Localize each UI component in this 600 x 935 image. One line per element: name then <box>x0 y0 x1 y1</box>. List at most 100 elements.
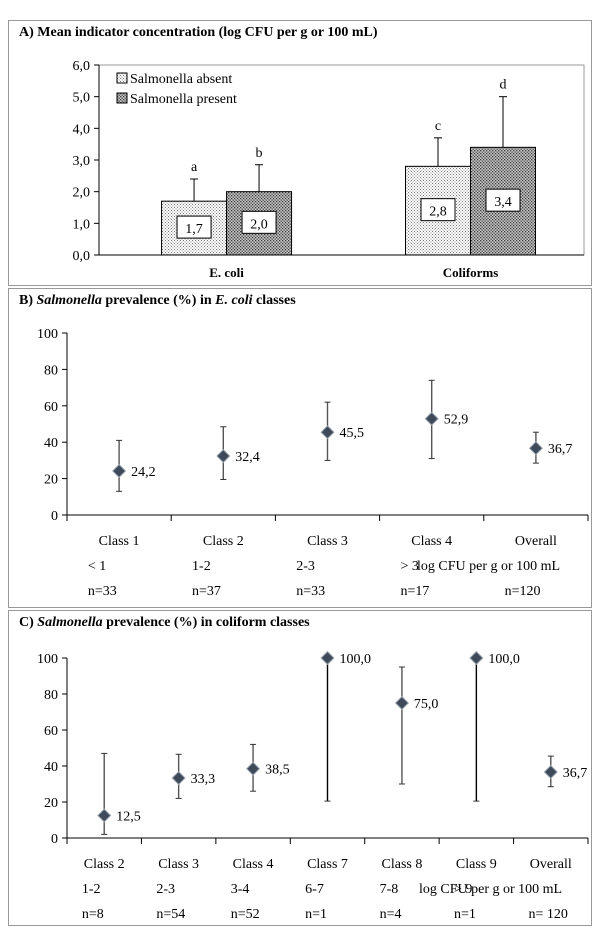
unit-label: log CFU per g or 100 mL <box>417 559 560 574</box>
significance-letter: c <box>435 119 441 134</box>
x-n-label: n=33 <box>296 584 325 599</box>
x-class-label: Overall <box>530 857 572 872</box>
data-value-label: 12,5 <box>116 810 141 825</box>
legend-swatch <box>116 72 128 84</box>
data-point-marker <box>97 808 112 823</box>
data-point-marker <box>112 463 127 479</box>
x-range-label: 7-8 <box>380 882 399 897</box>
x-n-label: n=37 <box>192 584 221 599</box>
y-tick-label: 80 <box>44 363 58 378</box>
y-tick-label: 0,0 <box>73 249 91 264</box>
x-range-label: 6-7 <box>305 882 324 897</box>
y-tick-label: 100 <box>37 327 58 342</box>
data-value-label: 36,7 <box>563 766 588 781</box>
chart-b-svg: 0 20 40 60 80 100 24,2 Class 1 < 1 n=33 32,4 Class … <box>37 327 589 599</box>
significance-letter: a <box>191 160 198 175</box>
x-n-label: n= 120 <box>528 907 567 922</box>
panel-coliform-prevalence: C) Salmonella prevalence (%) in coliform… <box>8 610 592 926</box>
panel-c-title: C) Salmonella prevalence (%) in coliform… <box>19 615 310 630</box>
legend-label: Salmonella absent <box>130 72 232 87</box>
y-tick-label: 0 <box>51 832 58 847</box>
y-tick-label: 0 <box>51 509 58 524</box>
x-n-label: n=120 <box>505 584 541 599</box>
data-value-label: 52,9 <box>444 413 469 428</box>
x-n-label: n=4 <box>380 907 402 922</box>
x-class-label: Class 3 <box>307 534 348 549</box>
bar-value-label: 3,4 <box>494 195 512 210</box>
bar-value-box <box>176 215 212 239</box>
x-class-label: Class 7 <box>307 857 348 872</box>
bar-value-label: 2,8 <box>429 205 447 220</box>
x-range-label: 3-4 <box>231 882 250 897</box>
y-tick-label: 3,0 <box>73 154 91 169</box>
x-range-label: 2-3 <box>156 882 175 897</box>
x-range-label: 1-2 <box>82 882 101 897</box>
x-class-label: Class 9 <box>456 857 497 872</box>
data-point-marker <box>216 448 231 464</box>
x-class-label: Class 1 <box>99 534 140 549</box>
data-point-marker <box>394 695 409 711</box>
y-tick-label: 4,0 <box>73 122 91 137</box>
bar-value-box <box>485 188 521 212</box>
bar-value-box <box>241 210 277 234</box>
x-class-label: Class 4 <box>411 534 452 549</box>
panel-a-title: A) Mean indicator concentration (log CFU… <box>19 25 378 40</box>
unit-label: log CFU per g or 100 mL <box>419 882 562 897</box>
data-value-label: 45,5 <box>340 426 365 441</box>
x-class-label: Class 3 <box>158 857 199 872</box>
y-tick-label: 1,0 <box>73 217 91 232</box>
x-n-label: n=8 <box>82 907 104 922</box>
y-tick-label: 80 <box>44 688 58 703</box>
data-point-marker <box>246 761 261 776</box>
data-point-marker <box>320 650 335 666</box>
bar-value-box <box>420 198 456 222</box>
x-category-label: E. coli <box>209 265 244 280</box>
y-tick-label: 2,0 <box>73 186 91 201</box>
y-tick-label: 100 <box>37 652 58 667</box>
data-point-marker <box>424 411 439 426</box>
x-n-label: n=54 <box>156 907 185 922</box>
y-tick-label: 40 <box>44 760 58 775</box>
data-value-label: 100,0 <box>340 652 372 667</box>
panel-mean-concentration: A) Mean indicator concentration (log CFU… <box>8 20 592 286</box>
x-class-label: Class 4 <box>233 857 274 872</box>
x-range-label: 1-2 <box>192 559 211 574</box>
panel-ecoli-prevalence: B) Salmonella prevalence (%) in E. coli … <box>8 288 592 608</box>
x-range-label: 2-3 <box>296 559 315 574</box>
legend-label: Salmonella present <box>130 92 237 107</box>
panel-b-title: B) Salmonella prevalence (%) in E. coli … <box>19 293 296 308</box>
x-n-label: n=52 <box>231 907 260 922</box>
chart-a-svg: 0,0 1,0 2,0 3,0 4,0 5,0 6,0 a 1,7 b 2,0 E. coli c 2,8… <box>73 59 585 280</box>
y-tick-label: 5,0 <box>73 91 91 106</box>
data-value-label: 100,0 <box>488 652 520 667</box>
bar-value-label: 1,7 <box>185 222 203 237</box>
x-class-label: Overall <box>515 534 557 549</box>
significance-letter: d <box>500 78 507 93</box>
data-point-marker <box>528 441 543 456</box>
y-tick-label: 20 <box>44 473 58 488</box>
bar-value-label: 2,0 <box>250 217 268 232</box>
x-range-label: < 1 <box>88 559 106 574</box>
x-n-label: n=1 <box>454 907 476 922</box>
x-category-label: Coliforms <box>443 265 499 280</box>
y-tick-label: 20 <box>44 796 58 811</box>
x-range-label: > 3 <box>400 559 418 574</box>
x-n-label: n=17 <box>400 584 429 599</box>
data-value-label: 36,7 <box>548 442 573 457</box>
y-tick-label: 6,0 <box>73 59 91 74</box>
legend-swatch <box>116 92 128 104</box>
x-range-label: > 9 <box>454 882 472 897</box>
data-point-marker <box>171 770 186 786</box>
x-class-label: Class 2 <box>203 534 244 549</box>
x-class-label: Class 8 <box>382 857 423 872</box>
data-value-label: 32,4 <box>235 450 259 465</box>
data-value-label: 38,5 <box>265 763 290 778</box>
data-value-label: 33,3 <box>191 772 216 787</box>
significance-letter: b <box>256 146 263 161</box>
y-tick-label: 60 <box>44 400 58 415</box>
x-n-label: n=33 <box>88 584 117 599</box>
y-tick-label: 40 <box>44 436 58 451</box>
data-value-label: 75,0 <box>414 697 439 712</box>
data-point-marker <box>320 425 335 440</box>
y-tick-label: 60 <box>44 724 58 739</box>
